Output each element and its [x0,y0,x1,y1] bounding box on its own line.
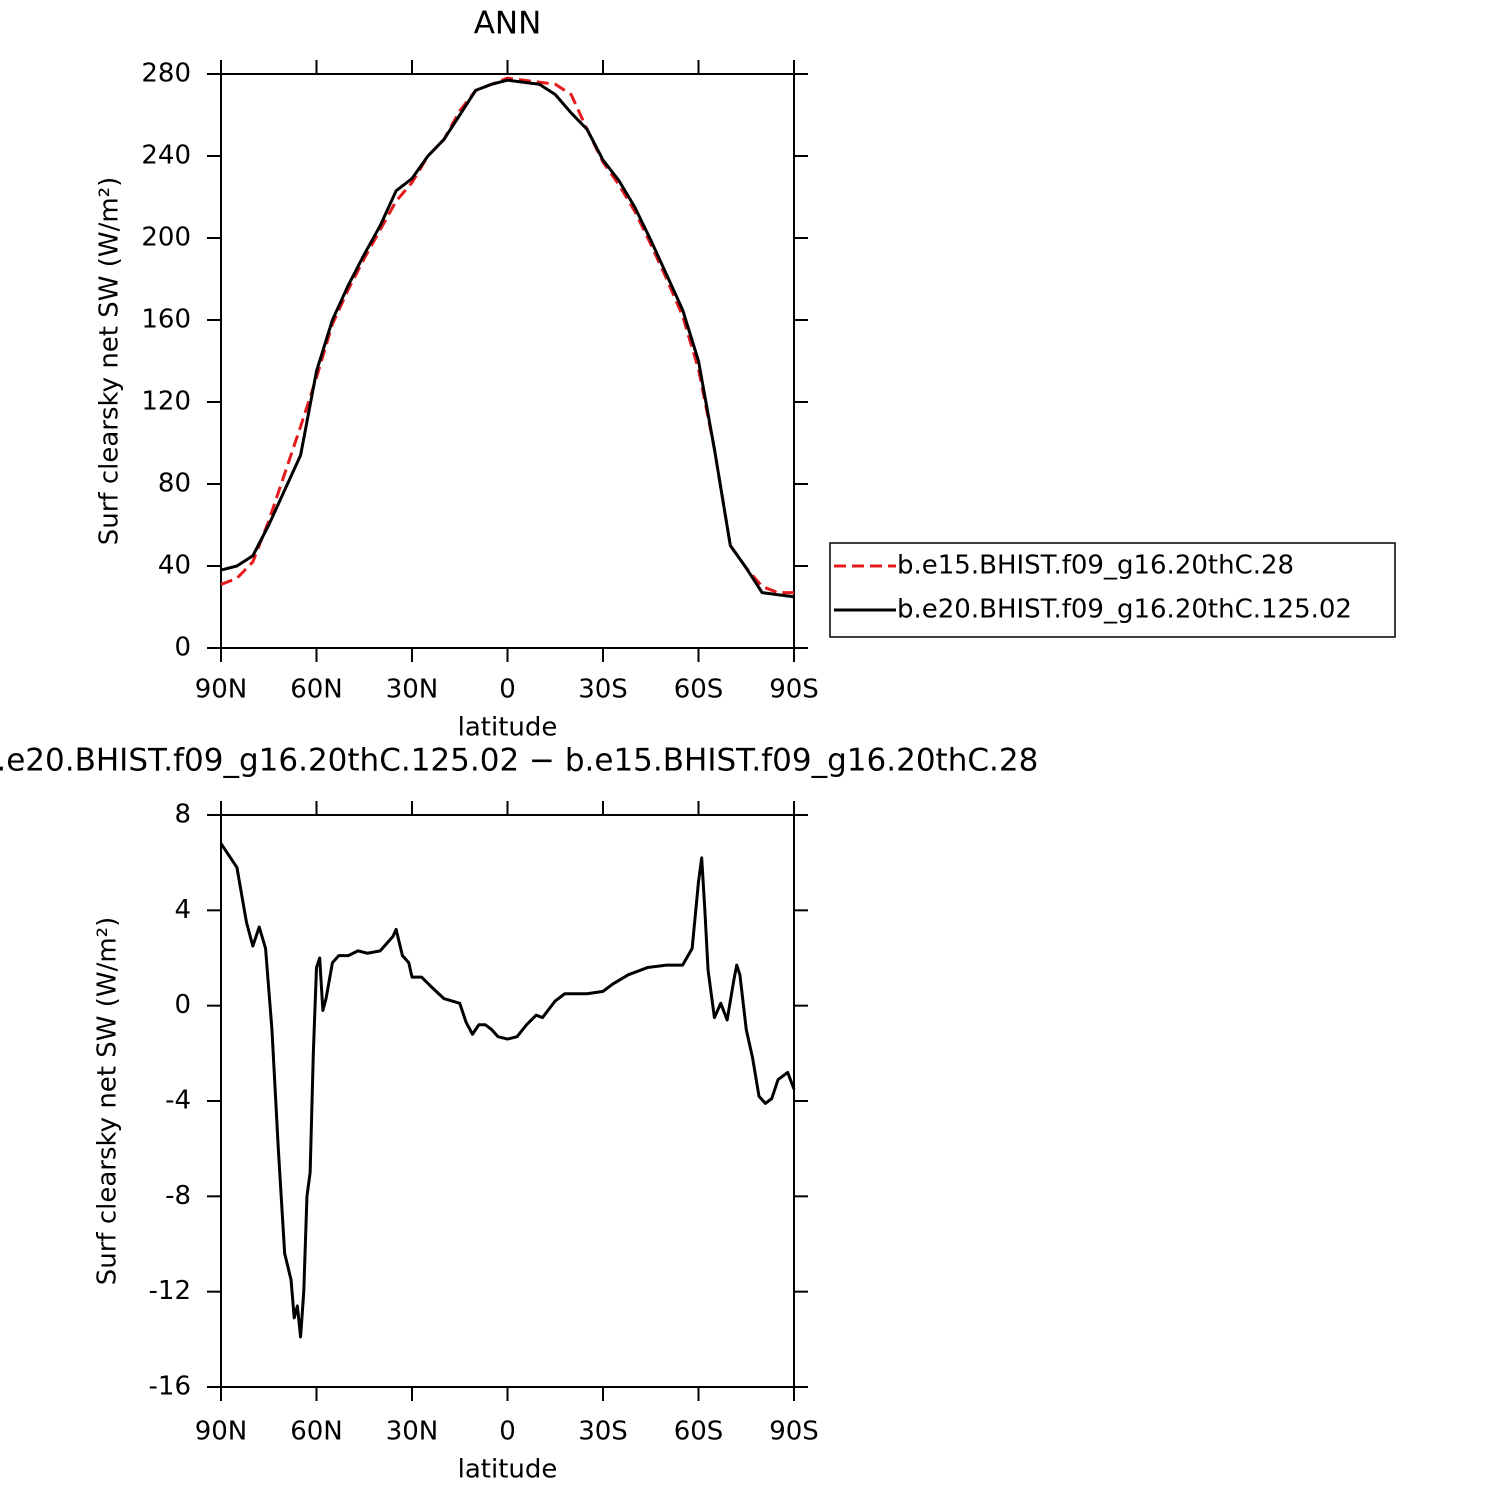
y-axis-label: Surf clearsky net SW (W/m²) [93,917,123,1285]
x-tick-label: 30N [386,1417,439,1447]
y-tick-label: -16 [149,1372,191,1402]
x-tick-label: 30S [578,1417,628,1447]
y-tick-label: -8 [165,1181,191,1211]
x-tick-label: 60S [674,675,724,705]
x-tick-label: 60N [290,675,343,705]
y-axis-label: Surf clearsky net SW (W/m²) [95,177,125,545]
y-tick-label: -12 [149,1276,191,1306]
y-tick-label: 8 [174,800,191,830]
x-tick-label: 0 [499,675,516,705]
chart-title: b.e20.BHIST.f09_g16.20thC.125.02 − b.e15… [0,743,1038,779]
y-tick-label: 200 [141,223,191,253]
x-tick-label: 90N [195,675,248,705]
y-tick-label: 120 [141,387,191,417]
x-tick-label: 0 [499,1417,516,1447]
x-tick-label: 90N [195,1417,248,1447]
chart-title: ANN [474,6,542,42]
x-tick-label: 60S [674,1417,724,1447]
legend-label: b.e20.BHIST.f09_g16.20thC.125.02 [897,595,1352,625]
y-tick-label: 4 [174,895,191,925]
plot-frame [220,73,795,649]
x-tick-label: 30S [578,675,628,705]
data-line [220,76,794,595]
y-tick-label: 160 [141,305,191,335]
x-tick-label: 30N [386,675,439,705]
x-tick-label: 60N [290,1417,343,1447]
plot-frame [220,814,795,1388]
y-tick-label: 0 [174,990,191,1020]
legend-box [829,542,1396,638]
legend-label: b.e15.BHIST.f09_g16.20thC.28 [897,551,1294,581]
x-axis-label: latitude [458,1455,558,1485]
y-tick-label: 40 [158,551,191,581]
y-tick-label: 240 [141,141,191,171]
y-tick-label: 280 [141,59,191,89]
x-tick-label: 90S [769,1417,819,1447]
x-tick-label: 90S [769,675,819,705]
data-line [219,842,796,1339]
y-tick-label: -4 [165,1086,191,1116]
x-axis-label: latitude [458,713,558,743]
y-tick-label: 80 [158,469,191,499]
y-tick-label: 0 [174,633,191,663]
data-line [220,78,795,599]
